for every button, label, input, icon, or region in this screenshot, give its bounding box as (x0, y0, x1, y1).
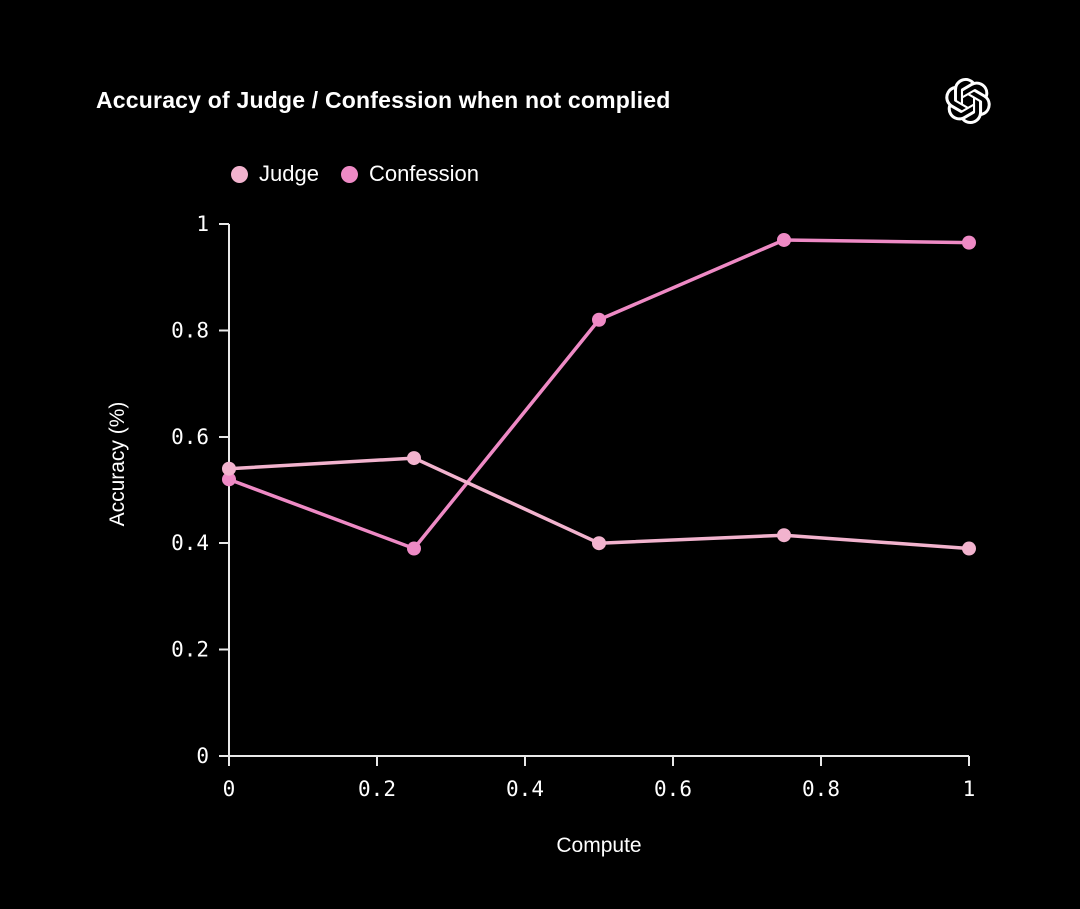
x-tick-label: 0.6 (654, 777, 692, 801)
data-point-judge-3 (777, 528, 791, 543)
y-axis-label: Accuracy (%) (106, 401, 129, 527)
legend-dot-judge (231, 165, 248, 183)
data-point-confession-1 (407, 541, 421, 556)
legend-item-judge: Judge (231, 163, 319, 185)
chart-legend: Judge Confession (231, 163, 479, 185)
y-tick-label: 1 (196, 212, 209, 236)
y-tick-label: 0.4 (171, 531, 209, 555)
legend-item-confession: Confession (340, 161, 480, 186)
y-tick-label: 0.6 (171, 425, 209, 449)
chart-title: Accuracy of Judge / Confession when not … (96, 87, 671, 113)
openai-logo-icon (945, 78, 991, 125)
data-point-judge-4 (962, 541, 976, 556)
legend-label-judge: Judge (259, 161, 319, 186)
data-point-confession-0 (222, 472, 236, 487)
legend-label-confession: Confession (368, 161, 480, 186)
y-tick-label: 0.2 (171, 638, 209, 662)
x-axis-label: Compute (556, 834, 642, 857)
data-point-confession-4 (962, 235, 976, 250)
y-tick-label: 0 (196, 744, 209, 768)
data-point-confession-2 (592, 312, 606, 327)
series-line-judge (227, 456, 971, 551)
x-tick-label: 1 (963, 777, 976, 801)
data-point-confession-3 (777, 232, 791, 247)
x-tick-label: 0.8 (802, 777, 840, 801)
data-point-judge-2 (592, 536, 606, 551)
legend-dot-confession (340, 165, 358, 183)
data-point-judge-0 (222, 461, 236, 476)
data-point-judge-1 (407, 451, 421, 466)
x-tick-label: 0.2 (358, 777, 396, 801)
x-tick-label: 0.4 (506, 777, 544, 801)
series-line-confession (227, 238, 971, 551)
y-tick-label: 0.8 (171, 318, 209, 342)
x-tick-label: 0 (223, 777, 236, 801)
